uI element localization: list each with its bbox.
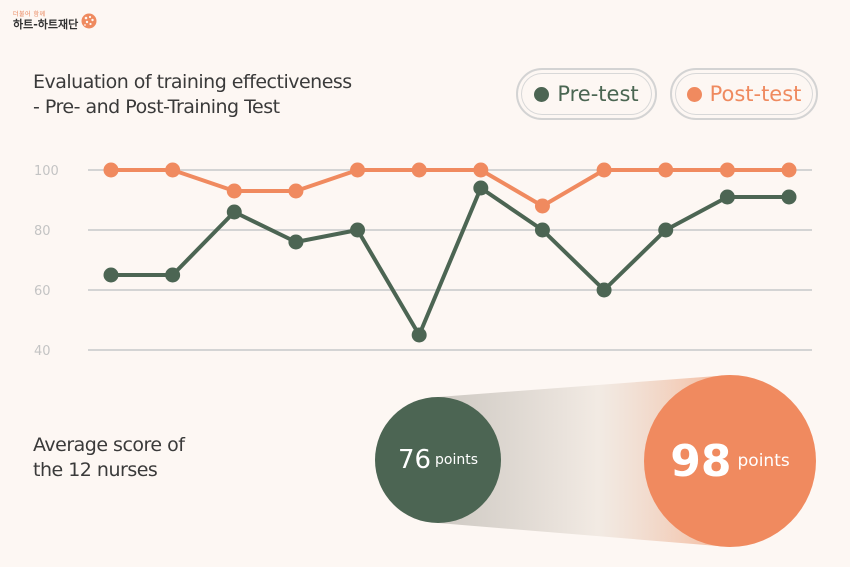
legend-pre-label: Pre-test xyxy=(557,82,639,106)
pre-test-point xyxy=(103,267,119,283)
logo-mark-icon xyxy=(81,13,97,29)
post-average-unit: points xyxy=(737,451,790,471)
legend-post-dot-icon xyxy=(686,86,702,102)
pre-test-point xyxy=(350,222,366,238)
line-chart: 100 80 60 40 xyxy=(34,162,812,359)
post-test-point xyxy=(350,162,366,178)
pre-test-average-circle: 76 points xyxy=(375,397,501,523)
average-label-line2: the 12 nurses xyxy=(33,459,158,481)
pre-test-point xyxy=(596,282,612,298)
legend-post-test: Post-test xyxy=(670,68,818,120)
legend-pre-test: Pre-test xyxy=(516,68,657,120)
legend-pre-dot-icon xyxy=(534,86,550,102)
chart-title-line2: - Pre- and Post-Training Test xyxy=(33,96,280,118)
post-test-point xyxy=(658,162,674,178)
pre-test-point xyxy=(781,189,797,205)
y-tick-label: 100 xyxy=(34,164,59,179)
post-test-point xyxy=(226,183,242,199)
post-test-point xyxy=(534,198,550,214)
chart-title-line1: Evaluation of training effectiveness xyxy=(33,71,352,93)
y-tick-label: 60 xyxy=(34,284,51,299)
average-label-line1: Average score of xyxy=(33,434,185,456)
post-test-point xyxy=(781,162,797,178)
post-test-point xyxy=(411,162,427,178)
post-test-point xyxy=(719,162,735,178)
post-test-point xyxy=(473,162,489,178)
pre-average-unit: points xyxy=(435,452,479,468)
post-test-point xyxy=(165,162,181,178)
legend-post-label: Post-test xyxy=(709,82,802,106)
y-tick-label: 40 xyxy=(34,344,51,359)
pre-test-point xyxy=(165,267,181,283)
pre-test-point xyxy=(473,180,489,196)
pre-test-point xyxy=(226,204,242,220)
chart-title: Evaluation of training effectiveness - P… xyxy=(33,70,352,120)
logo: 더불어 함께 하트-하트재단 xyxy=(13,12,97,30)
pre-test-series-line xyxy=(111,186,789,337)
y-tick-label: 80 xyxy=(34,224,51,239)
pre-test-point xyxy=(658,222,674,238)
post-test-point xyxy=(103,162,119,178)
pre-test-point xyxy=(534,222,550,238)
post-test-average-circle: 98 points xyxy=(644,375,816,547)
post-average-value: 98 xyxy=(670,435,732,487)
logo-name: 하트-하트재단 xyxy=(13,18,79,31)
pre-test-point xyxy=(411,327,427,343)
post-test-series-line xyxy=(111,168,789,208)
pre-average-value: 76 xyxy=(397,445,432,475)
average-label: Average score of the 12 nurses xyxy=(33,433,185,483)
post-test-point xyxy=(596,162,612,178)
logo-subtitle: 더불어 함께 xyxy=(13,11,46,18)
pre-test-point xyxy=(288,234,304,250)
post-test-point xyxy=(288,183,304,199)
pre-test-point xyxy=(719,189,735,205)
